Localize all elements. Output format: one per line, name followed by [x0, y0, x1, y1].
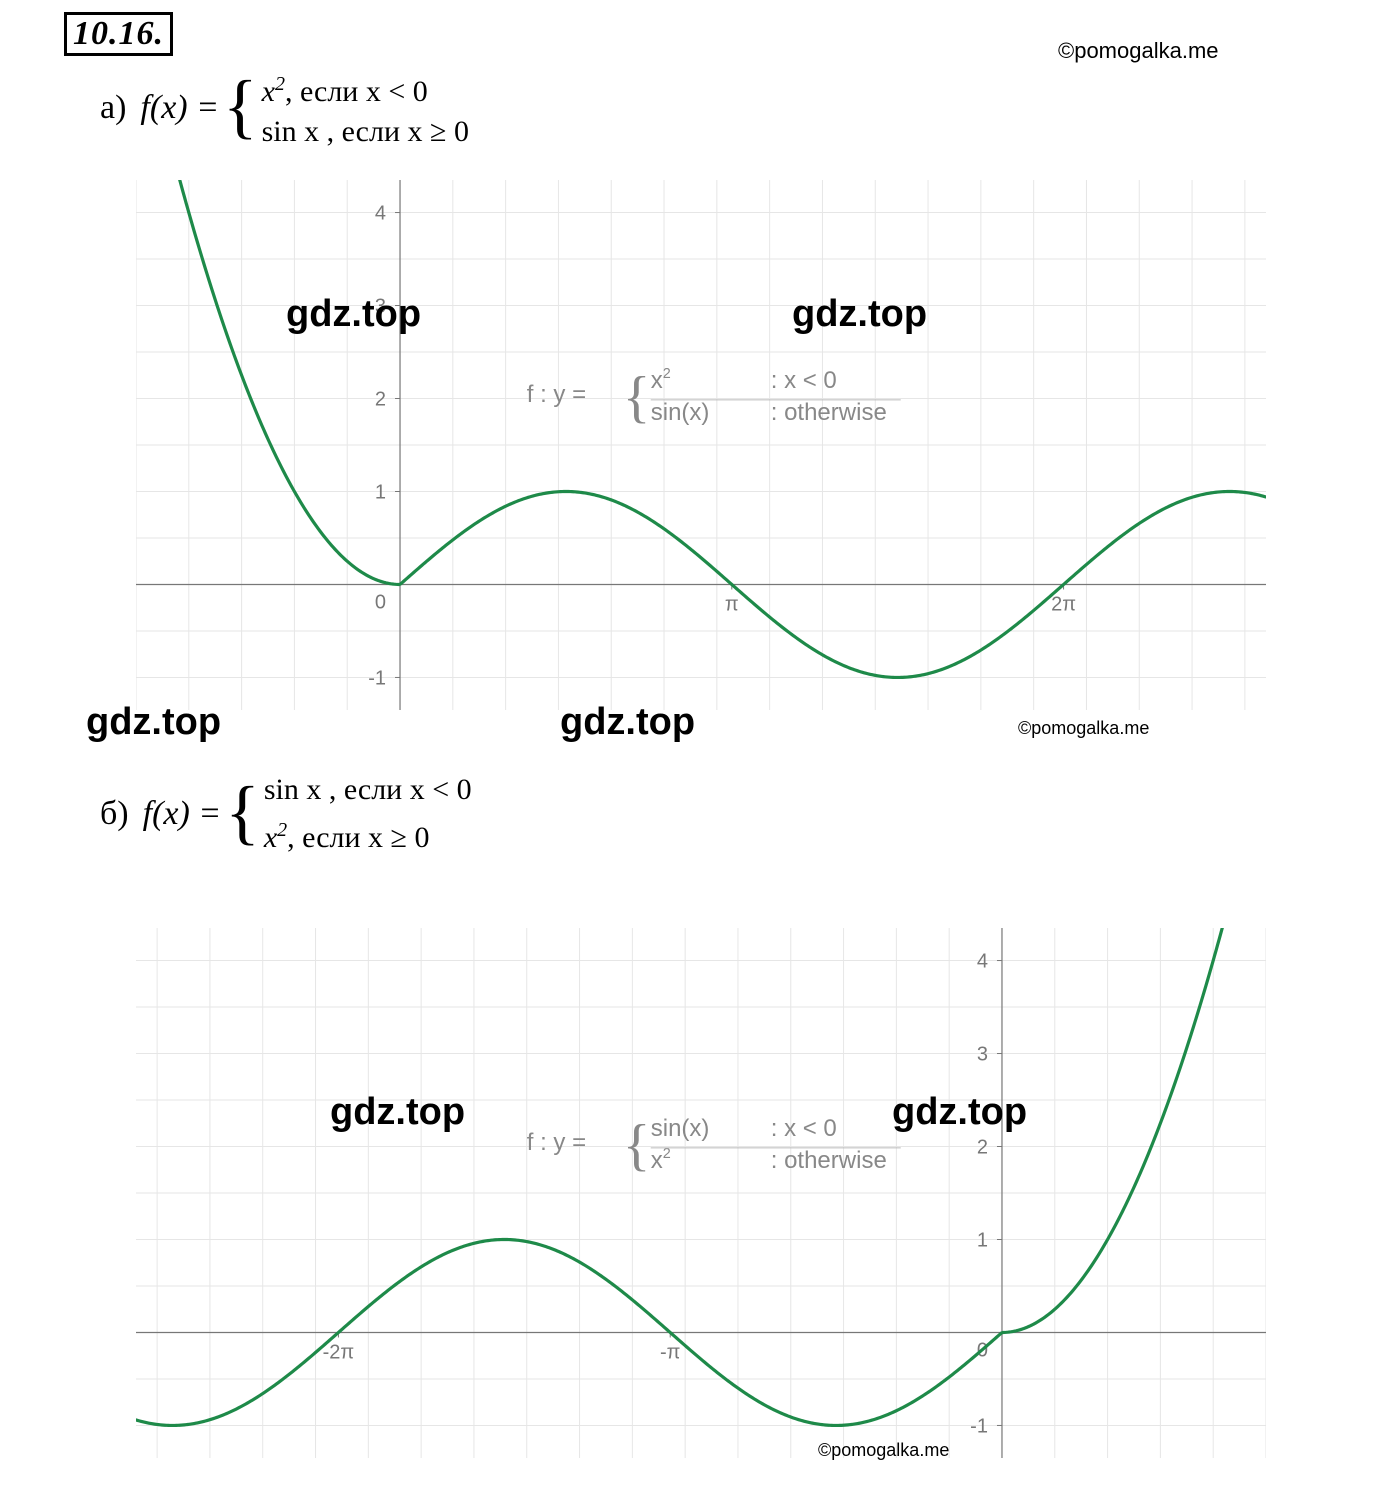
- svg-text:: x < 0: : x < 0: [771, 1115, 837, 1142]
- copyright-3: ©pomogalka.me: [818, 1440, 949, 1461]
- svg-text:-1: -1: [368, 667, 386, 689]
- svg-text:{: {: [623, 1114, 651, 1177]
- svg-text:4: 4: [375, 203, 386, 225]
- part-b-cases: sin x , если x < 0 x2, если x ≥ 0: [264, 770, 472, 858]
- svg-text:π: π: [725, 593, 739, 615]
- copyright-1: ©pomogalka.me: [1058, 38, 1219, 64]
- part-a-cases: x2, если x < 0 sin x , если x ≥ 0: [262, 64, 469, 152]
- svg-text:sin(x): sin(x): [651, 399, 710, 426]
- svg-text:3: 3: [977, 1044, 988, 1066]
- b-row2-expr: x: [264, 821, 277, 854]
- watermark: gdz.top: [560, 701, 695, 744]
- watermark: gdz.top: [330, 1091, 465, 1134]
- svg-text:0: 0: [375, 591, 386, 613]
- svg-text:2π: 2π: [1051, 593, 1076, 615]
- svg-text:: x < 0: : x < 0: [771, 367, 837, 394]
- chart-a: -112340π2πf : y ={x2: x < 0sin(x): other…: [136, 180, 1266, 710]
- brace-icon: {: [225, 784, 260, 840]
- svg-text:: otherwise: : otherwise: [771, 1147, 887, 1174]
- part-b-label: б): [100, 795, 129, 833]
- problem-number: 10.16.: [64, 12, 173, 56]
- svg-text:sin(x): sin(x): [651, 1115, 710, 1142]
- svg-text:x: x: [651, 367, 663, 394]
- watermark: gdz.top: [892, 1091, 1027, 1134]
- svg-text:2: 2: [375, 389, 386, 411]
- svg-text:1: 1: [375, 481, 386, 503]
- part-a-label: а): [100, 89, 126, 127]
- svg-text:{: {: [623, 366, 651, 429]
- svg-text:1: 1: [977, 1229, 988, 1251]
- row1-sup: 2: [275, 73, 285, 95]
- part-b-formula: б) f(x) = { sin x , если x < 0 x2, если …: [100, 770, 472, 858]
- svg-text:f : y =: f : y =: [527, 1129, 586, 1156]
- b-row2-rest: , если x ≥ 0: [287, 821, 429, 854]
- row1-rest: , если x < 0: [285, 75, 428, 108]
- watermark: gdz.top: [792, 293, 927, 336]
- svg-text:-1: -1: [970, 1415, 988, 1437]
- part-a-formula: а) f(x) = { x2, если x < 0 sin x , если …: [100, 64, 469, 152]
- fx-text: f(x) =: [140, 89, 219, 127]
- b-row1-expr: sin x , если x < 0: [264, 773, 472, 806]
- svg-text:x: x: [651, 1147, 663, 1174]
- svg-text:f : y =: f : y =: [527, 381, 586, 408]
- svg-text:-π: -π: [660, 1341, 680, 1363]
- row1-expr: x: [262, 75, 275, 108]
- svg-text:2: 2: [663, 366, 671, 382]
- brace-icon: {: [223, 78, 258, 134]
- svg-text:4: 4: [977, 951, 988, 973]
- row2-expr: sin x , если x ≥ 0: [262, 115, 469, 148]
- page: 10.16. ©pomogalka.me а) f(x) = { x2, есл…: [0, 0, 1400, 1488]
- svg-text:2: 2: [977, 1137, 988, 1159]
- svg-text:-2π: -2π: [323, 1341, 355, 1363]
- copyright-2: ©pomogalka.me: [1018, 718, 1149, 739]
- watermark: gdz.top: [86, 701, 221, 744]
- chart-b: -112340-π-2πf : y ={sin(x): x < 0x2: oth…: [136, 928, 1266, 1458]
- svg-text:: otherwise: : otherwise: [771, 399, 887, 426]
- watermark: gdz.top: [286, 293, 421, 336]
- b-row2-sup: 2: [277, 819, 287, 841]
- fx-text-b: f(x) =: [143, 795, 222, 833]
